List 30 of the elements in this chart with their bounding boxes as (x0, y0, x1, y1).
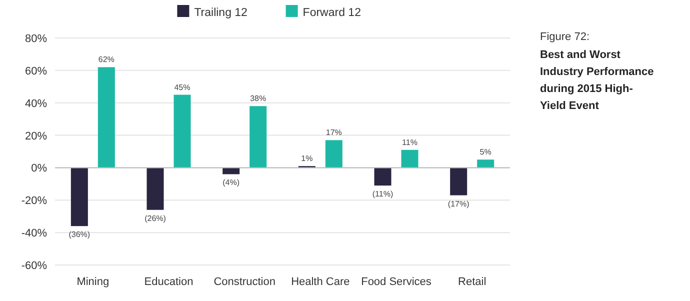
text: Best and Worst Industry Performance during 2015 High-Yield Event (540, 49, 654, 112)
y-tick-label: 20% (24, 130, 48, 142)
y-tick-label: -20% (21, 195, 48, 208)
y-tick-label: 80% (24, 33, 48, 45)
text: Figure 72: (540, 31, 590, 43)
legend-label: Trailing 12 (194, 7, 248, 19)
x-tick-label: Retail (458, 276, 486, 288)
x-tick-label: Food Services (361, 276, 432, 288)
data-label: 62% (98, 55, 114, 64)
x-tick-label: Health Care (291, 276, 350, 288)
data-label: (4%) (222, 178, 240, 188)
legend-label: Forward 12 (302, 7, 361, 19)
data-label: 1% (301, 154, 313, 164)
data-label: (26%) (144, 214, 166, 223)
y-tick-label: 0% (31, 162, 48, 175)
y-tick-label: -40% (21, 228, 48, 240)
data-label: 5% (480, 148, 492, 157)
data-label: 17% (326, 128, 342, 138)
y-tick-label: 60% (24, 65, 48, 78)
data-label: 11% (402, 138, 418, 147)
data-label: (11%) (372, 190, 394, 199)
data-label: (17%) (448, 199, 470, 208)
x-tick-label: Mining (76, 276, 110, 288)
data-label: 45% (174, 82, 190, 92)
y-tick-label: -60% (21, 260, 48, 272)
data-label: (36%) (68, 230, 90, 240)
y-tick-label: 40% (24, 98, 48, 110)
data-label: 38% (250, 94, 266, 104)
x-tick-label: Construction (214, 276, 276, 288)
x-tick-label: Education (144, 276, 194, 288)
